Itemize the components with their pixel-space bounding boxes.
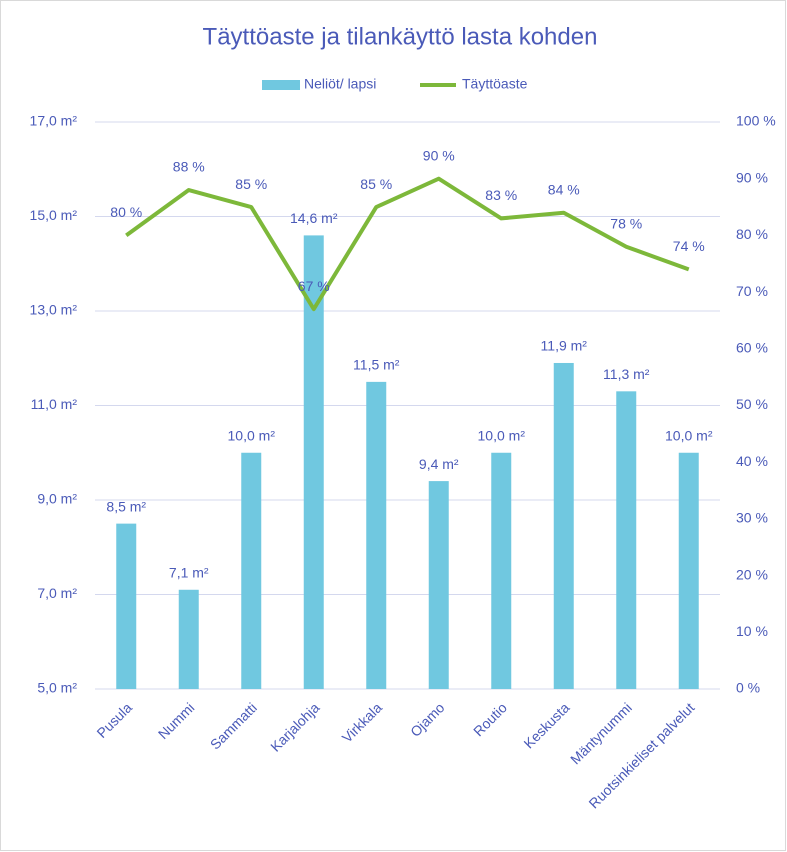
data-label: 14,6 m²: [290, 210, 338, 226]
data-label: 83 %: [485, 187, 517, 203]
y2-tick-label: 100 %: [736, 113, 776, 129]
data-label: 10,0 m²: [665, 427, 713, 443]
y-tick-label: 7,0 m²: [37, 585, 77, 601]
data-label: 10,0 m²: [228, 427, 276, 443]
data-label: 11,3 m²: [603, 366, 650, 382]
data-label: 8,5 m²: [106, 498, 146, 514]
y-tick-label: 11,0 m²: [31, 396, 78, 412]
data-label: 85 %: [360, 176, 392, 192]
bar: [178, 589, 199, 689]
chart-title: Täyttöaste ja tilankäyttö lasta kohden: [203, 23, 598, 50]
y-tick-label: 15,0 m²: [30, 207, 78, 223]
data-label: 88 %: [173, 159, 205, 175]
bar: [241, 452, 262, 689]
data-label: 10,0 m²: [478, 427, 526, 443]
y2-tick-label: 10 %: [736, 623, 768, 639]
y2-tick-label: 20 %: [736, 566, 768, 582]
y2-tick-label: 60 %: [736, 340, 768, 356]
bar: [553, 362, 574, 689]
line: [125, 176, 690, 312]
data-label: 7,1 m²: [169, 564, 209, 580]
data-label: 67 %: [298, 278, 330, 294]
y-tick-label: 5,0 m²: [37, 680, 77, 696]
data-label: 80 %: [110, 204, 142, 220]
bar: [366, 381, 387, 689]
bar: [116, 523, 137, 689]
bar: [428, 481, 449, 689]
legend-swatch: [262, 80, 300, 90]
bar: [616, 391, 637, 689]
y2-tick-label: 50 %: [736, 396, 768, 412]
legend-label: Täyttöaste: [462, 76, 528, 92]
data-label: 85 %: [235, 176, 267, 192]
y-tick-label: 13,0 m²: [30, 302, 78, 318]
data-label: 11,9 m²: [541, 338, 588, 354]
y2-tick-label: 0 %: [736, 680, 760, 696]
data-label: 11,5 m²: [353, 357, 400, 373]
y2-tick-label: 70 %: [736, 283, 768, 299]
data-label: 78 %: [610, 215, 642, 231]
bar: [303, 235, 324, 689]
y-tick-label: 17,0 m²: [30, 113, 78, 129]
data-label: 84 %: [548, 181, 580, 197]
data-label: 74 %: [673, 238, 705, 254]
bar: [678, 452, 699, 689]
y2-tick-label: 80 %: [736, 226, 768, 242]
y2-tick-label: 30 %: [736, 510, 768, 526]
data-label: 90 %: [423, 147, 455, 163]
y2-tick-label: 90 %: [736, 169, 768, 185]
data-label: 9,4 m²: [419, 456, 459, 472]
legend-label: Neliöt/ lapsi: [304, 76, 376, 92]
bar: [491, 452, 512, 689]
y2-tick-label: 40 %: [736, 453, 768, 469]
y-tick-label: 9,0 m²: [37, 491, 77, 507]
